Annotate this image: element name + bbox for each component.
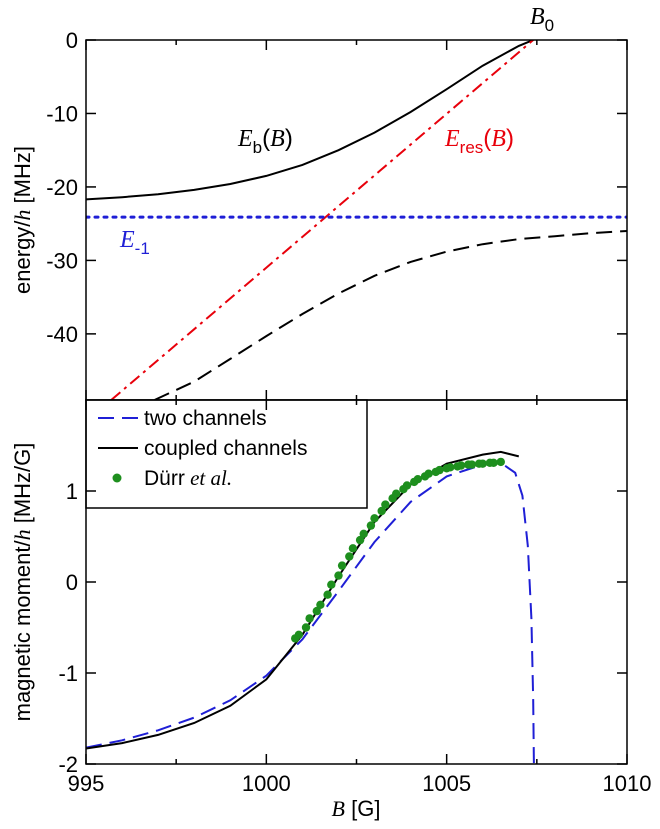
data-point-durr <box>413 475 422 484</box>
data-point-durr <box>424 469 433 478</box>
x-tick-label: 1010 <box>603 771 652 796</box>
energy-x-ticks <box>85 40 628 400</box>
x-label-italic: B <box>332 796 345 821</box>
data-point-durr <box>355 535 365 545</box>
y-label-unit: [MHz] <box>10 146 35 210</box>
annotation-b0: B0 <box>530 4 554 35</box>
y-label-italic: h <box>10 210 35 221</box>
x-label-unit: [G] <box>345 796 380 821</box>
y-tick-label: -2 <box>58 752 78 777</box>
data-point-durr <box>323 590 332 599</box>
data-point-durr <box>456 461 466 470</box>
x-axis-label: B [G] <box>332 796 381 821</box>
data-point-durr <box>334 571 343 580</box>
energy-series-Eres <box>110 40 534 400</box>
data-point-durr <box>435 465 444 475</box>
annotation-eres-argument: (B) <box>483 125 514 152</box>
data-point-durr <box>489 458 498 467</box>
annotation-e-minus-1-symbol: E <box>119 227 135 253</box>
legend: two channels coupled channels Dürr et al. <box>85 399 368 509</box>
data-point-durr <box>316 600 325 609</box>
data-point-durr <box>312 606 321 616</box>
y-tick-label: 1 <box>66 479 78 504</box>
data-point-durr <box>301 623 311 632</box>
legend-label-two: two channels <box>144 407 267 430</box>
y-tick-label: 0 <box>66 28 78 53</box>
data-point-durr <box>370 514 379 523</box>
moment-series-two <box>86 461 535 764</box>
energy-y-axis-label: energy/h [MHz] <box>10 146 35 294</box>
y-label-text: energy/ <box>10 220 35 294</box>
energy-series-Eb <box>86 40 534 201</box>
y-tick-label: -10 <box>46 101 78 126</box>
annotation-e-minus-1: E-1 <box>119 227 150 258</box>
annotation-eres: Eres(B) <box>444 125 514 157</box>
magnetic-moment-y-ticks: 1 0 -1 -2 <box>58 479 627 777</box>
y-tick-label: -20 <box>46 175 78 200</box>
annotation-eb-argument: (B) <box>262 125 293 152</box>
data-point-durr <box>496 457 505 467</box>
data-point-durr <box>359 529 368 538</box>
x-tick-label: 1005 <box>422 771 471 796</box>
data-point-durr <box>327 580 336 589</box>
data-point-durr <box>337 561 347 570</box>
data-point-durr <box>348 544 358 553</box>
x-tick-label: 995 <box>68 771 105 796</box>
magnetic-moment-curves <box>86 450 535 764</box>
data-point-durr <box>305 614 314 623</box>
data-point-durr <box>366 521 376 530</box>
energy-plot-frame <box>85 39 628 401</box>
data-point-durr <box>392 489 401 498</box>
annotation-eb-symbol: E <box>237 126 253 152</box>
y-tick-label: -30 <box>46 248 78 273</box>
y-label-text: magnetic moment/ <box>10 540 35 722</box>
energy-curves <box>86 40 627 400</box>
data-point-durr <box>446 463 455 472</box>
data-point-durr <box>402 481 412 490</box>
y-tick-label: 0 <box>66 570 78 595</box>
energy-y-ticks: 0 -10 -20 -30 -40 <box>46 28 627 347</box>
annotation-eres-subscript: res <box>460 138 484 157</box>
annotation-b0-symbol: B <box>530 4 545 30</box>
y-label-unit: [MHz/G] <box>10 443 35 530</box>
y-tick-label: -40 <box>46 322 78 347</box>
y-label-italic: h <box>10 529 35 540</box>
annotation-b0-subscript: 0 <box>545 16 554 35</box>
energy-series-lower <box>154 230 627 400</box>
data-point-durr <box>478 459 487 468</box>
annotation-eres-symbol: E <box>444 126 460 152</box>
data-point-durr <box>294 630 303 639</box>
annotation-e-minus-1-subscript: -1 <box>135 239 150 258</box>
x-tick-label: 1000 <box>242 771 291 796</box>
data-point-durr <box>467 460 477 469</box>
data-point-durr <box>377 506 386 516</box>
annotation-eb: Eb(B) <box>237 125 293 157</box>
legend-label-coupled: coupled channels <box>144 437 307 460</box>
magnetic-moment-y-axis-label: magnetic moment/h [MHz/G] <box>10 443 35 722</box>
legend-marker-durr <box>112 473 122 483</box>
legend-label-durr: Dürr et al. <box>144 466 232 490</box>
y-tick-label: -1 <box>58 661 78 686</box>
data-point-durr <box>345 552 354 561</box>
magnetic-moment-x-ticks: 995 1000 1005 1010 <box>68 400 652 796</box>
data-point-durr <box>381 500 390 509</box>
annotation-eb-subscript: b <box>253 138 262 157</box>
